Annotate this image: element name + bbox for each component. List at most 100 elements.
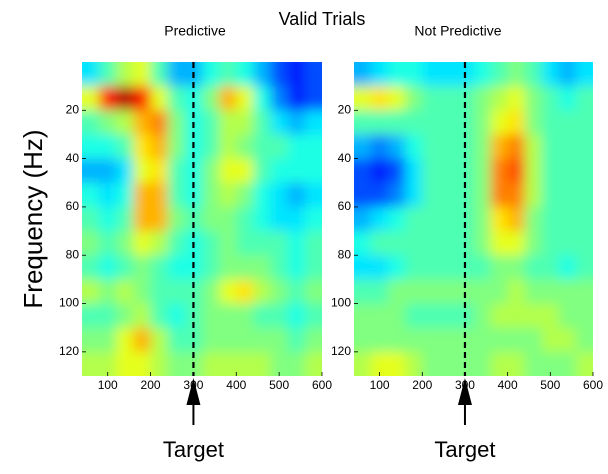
heatmap-cell	[354, 351, 373, 376]
heatmap-cell	[473, 327, 492, 353]
heatmap-cell	[219, 182, 238, 208]
heatmap-cell	[184, 62, 203, 88]
heatmap-cell	[99, 110, 118, 136]
heatmap-cell	[270, 158, 289, 184]
heatmap-cell	[304, 231, 322, 257]
heatmap-cell	[371, 351, 390, 376]
heatmap-cell	[219, 351, 238, 376]
heatmap-cell	[253, 110, 272, 136]
heatmap-cell	[99, 351, 118, 376]
heatmap-cell	[490, 158, 509, 184]
heatmap-cell	[116, 255, 135, 281]
heatmap-cell	[473, 86, 492, 112]
heatmap-cell	[524, 134, 543, 160]
heatmap-cell	[184, 86, 203, 112]
heatmap-cell	[270, 279, 289, 305]
heatmap-cell	[270, 206, 289, 233]
heatmap-cell	[524, 62, 543, 88]
heatmap-cell	[304, 351, 322, 376]
heatmap-cell	[422, 327, 441, 353]
heatmap-cell	[116, 303, 135, 329]
heatmap-cell	[202, 134, 221, 160]
heatmap-cell	[575, 327, 593, 353]
heatmap-cell	[167, 327, 186, 353]
heatmap-cell	[116, 327, 135, 353]
heatmap-cell	[82, 303, 101, 329]
heatmap-cell	[541, 206, 560, 233]
heatmap-cell	[99, 158, 118, 184]
heatmap-cell	[371, 327, 390, 353]
heatmap-cell	[354, 303, 373, 329]
y-tick-label: 120	[59, 344, 79, 358]
heatmap-cell	[270, 62, 289, 88]
heatmap-cell	[116, 62, 135, 88]
heatmap-cell	[405, 303, 424, 329]
heatmap-cell	[304, 206, 322, 233]
heatmap-cell	[99, 255, 118, 281]
heatmap-cell	[541, 62, 560, 88]
heatmap-cell	[354, 110, 373, 136]
heatmap-cell	[388, 182, 407, 208]
heatmap-cell	[82, 62, 101, 88]
heatmap-cell	[219, 231, 238, 257]
heatmap-cell	[150, 86, 169, 112]
heatmap-cell	[439, 303, 458, 329]
heatmap-cell	[575, 182, 593, 208]
heatmap-cell	[490, 62, 509, 88]
heatmap-cell	[236, 303, 255, 329]
heatmap-cell	[507, 134, 526, 160]
x-tick-label: 100	[98, 378, 118, 392]
heatmap-cell	[575, 255, 593, 281]
heatmap-cell	[371, 303, 390, 329]
heatmap-cell	[236, 327, 255, 353]
heatmap-cell	[439, 327, 458, 353]
heatmap-cell	[558, 279, 577, 305]
heatmap-cell	[575, 62, 593, 88]
heatmap-cell	[253, 351, 272, 376]
heatmap-cell	[236, 110, 255, 136]
heatmap-cell	[507, 327, 526, 353]
heatmap-cell	[167, 303, 186, 329]
heatmap-cell	[524, 351, 543, 376]
heatmap-cell	[287, 327, 306, 353]
heatmap-cell	[388, 86, 407, 112]
heatmap-cell	[507, 255, 526, 281]
heatmap-cell	[133, 327, 152, 353]
heatmap-cell	[388, 134, 407, 160]
heatmap-cell	[575, 231, 593, 257]
target-arrow-head	[457, 378, 472, 405]
heatmap-cell	[116, 279, 135, 305]
heatmap-cell	[388, 279, 407, 305]
y-tick-label: 80	[66, 247, 80, 261]
heatmap-cell	[388, 303, 407, 329]
heatmap-cell	[456, 206, 475, 233]
heatmap-cell	[405, 86, 424, 112]
heatmap-cell	[405, 62, 424, 88]
heatmap-cell	[473, 62, 492, 88]
heatmap-cell	[507, 351, 526, 376]
heatmap-cell	[287, 86, 306, 112]
heatmap-cell	[388, 110, 407, 136]
heatmap-cell	[287, 206, 306, 233]
panel-title: Predictive	[164, 23, 226, 39]
heatmap-cell	[116, 134, 135, 160]
heatmap-cell	[524, 231, 543, 257]
heatmap-cell	[490, 231, 509, 257]
heatmap-cell	[490, 134, 509, 160]
heatmap-cell	[304, 134, 322, 160]
x-tick-label: 100	[370, 378, 390, 392]
heatmap-cell	[422, 158, 441, 184]
heatmap-cell	[219, 279, 238, 305]
heatmap-cell	[507, 231, 526, 257]
x-tick-label: 500	[540, 378, 560, 392]
heatmap-cell	[270, 255, 289, 281]
heatmap-cell	[490, 351, 509, 376]
heatmap-cell	[133, 62, 152, 88]
heatmap-cell	[388, 327, 407, 353]
heatmap-cell	[422, 255, 441, 281]
heatmap-cell	[422, 134, 441, 160]
heatmap-cell	[405, 206, 424, 233]
heatmap-cell	[371, 110, 390, 136]
heatmap-cell	[558, 86, 577, 112]
heatmap-cell	[490, 110, 509, 136]
